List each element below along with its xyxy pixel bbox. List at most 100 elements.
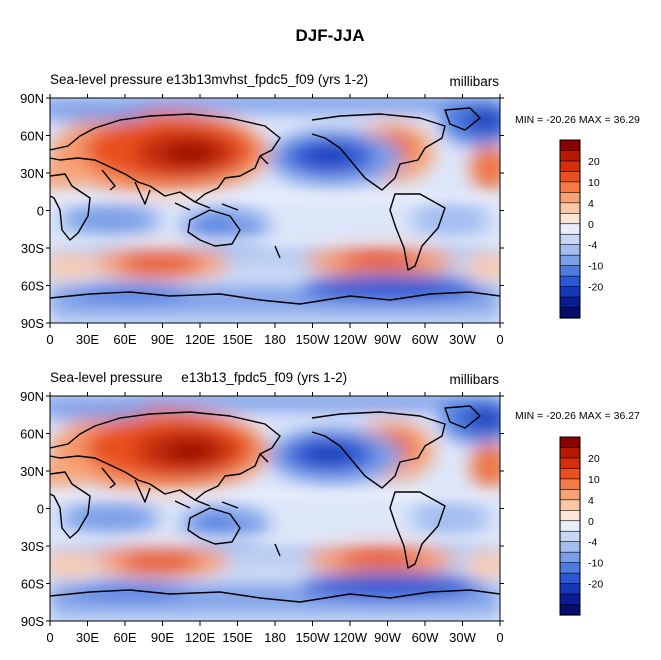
figure-title: DJF-JJA [296,26,365,45]
lon-label: 60E [113,332,136,347]
lon-label: 150E [222,332,253,347]
colorbar-swatch [559,139,581,152]
lat-label: 90S [21,316,44,331]
lat-label: 90S [21,614,44,629]
lon-label: 0 [496,332,503,347]
panel-1: Sea-level pressure e13b13mvhst_fpdc5_f09… [20,72,640,347]
colorbar-label: 4 [588,198,594,210]
lon-label: 150W [296,332,331,347]
lat-label: 0 [37,502,44,517]
lon-label: 90E [151,630,174,645]
colorbar-swatch [559,254,581,267]
panel-1-colorbar: 20 10 4 0 -4 -10 -20 [559,139,603,319]
lon-label: 0 [496,630,503,645]
lat-label: 30N [20,166,44,181]
colorbar-frame [559,139,581,319]
colorbar-swatch [559,181,581,193]
panel-2-colorbar: 20 10 4 0 -4 -10 -20 [559,436,603,616]
panel-2-units: millibars [449,372,499,387]
lon-label: 150E [222,630,253,645]
lat-label: 0 [37,204,44,219]
colorbar-swatch [559,447,581,459]
panel-2-map [30,396,520,621]
colorbar-swatch [559,171,581,183]
colorbar-swatch [559,478,581,490]
panel-1-map [30,98,520,323]
colorbar-label: -10 [588,558,603,570]
lat-label: 90N [20,91,44,106]
colorbar-swatch [559,233,581,246]
colorbar-swatch [559,160,581,173]
colorbar-swatch [559,202,581,214]
lon-label: 120E [185,630,216,645]
lon-label: 150W [296,630,331,645]
colorbar-swatch [559,562,581,574]
colorbar-swatch [559,468,581,480]
colorbar-swatch [559,572,581,585]
panel-1-units: millibars [449,74,499,89]
lon-label: 60E [113,630,136,645]
panel-2-stats: MIN = -20.26 MAX = 36.27 [515,410,640,422]
lon-label: 90W [374,630,401,645]
lat-label: 30S [21,539,44,554]
lat-label: 60S [21,279,44,294]
lon-label: 180 [264,630,286,645]
lon-label: 90W [374,332,401,347]
lon-label: 30W [449,332,476,347]
colorbar-swatch [559,223,581,235]
lon-label: 120W [333,630,368,645]
colorbar-swatch [559,244,581,256]
lat-label: 60N [20,427,44,442]
colorbar-label: -10 [588,261,603,273]
colorbar-label: 0 [588,516,594,528]
lon-label: 0 [46,630,53,645]
colorbar-swatch [559,296,581,309]
lon-label: 180 [264,332,286,347]
lat-label: 30N [20,464,44,479]
lon-label: 120E [185,332,216,347]
colorbar-swatch [559,457,581,470]
colorbar-swatch [559,593,581,606]
colorbar-swatch [559,499,581,511]
colorbar-label: 4 [588,495,594,507]
colorbar-swatch [559,307,581,319]
colorbar-swatch [559,286,581,298]
panel-2-left-title: Sea-level pressure e13b13_fpdc5_f09 (yrs… [50,370,347,385]
colorbar-swatch [559,509,581,522]
colorbar-swatch [559,212,581,225]
lon-label: 30E [76,630,99,645]
colorbar-label: -20 [588,579,603,591]
panel-1-stats: MIN = -20.26 MAX = 36.29 [515,114,640,126]
colorbar-swatch [559,604,581,616]
lon-label: 30E [76,332,99,347]
colorbar-swatch [559,551,581,564]
colorbar-swatch [559,520,581,532]
lon-label: 60W [412,332,439,347]
panel-1-lat-axis: 90N 60N 30N 0 30S 60S 90S [20,91,504,331]
lon-label: 30W [449,630,476,645]
lat-label: 60S [21,577,44,592]
colorbar-swatch [559,150,581,162]
colorbar-label: 0 [588,219,594,231]
colorbar-frame [559,436,581,616]
colorbar-swatch [559,275,581,288]
colorbar-swatch [559,530,581,543]
lon-label: 0 [46,332,53,347]
colorbar-swatch [559,265,581,277]
lat-label: 30S [21,241,44,256]
colorbar-swatch [559,541,581,553]
colorbar-swatch [559,489,581,501]
panel-1-lon-axis: 0 30E 60E 90E 120E 150E 180 150W 120W 90W 60W 30W 0 [46,94,504,347]
colorbar-label: -20 [588,282,603,294]
colorbar-label: 20 [588,156,600,168]
lat-label: 90N [20,389,44,404]
colorbar-swatch [559,436,581,449]
colorbar-swatch [559,583,581,595]
lon-label: 120W [333,332,368,347]
colorbar-label: 10 [588,474,600,486]
colorbar-swatch [559,192,581,204]
panel-2: Sea-level pressure e13b13_fpdc5_f09 (yrs… [20,370,640,645]
colorbar-label: -4 [588,240,597,252]
panel-1-left-title: Sea-level pressure e13b13mvhst_fpdc5_f09… [50,72,368,87]
